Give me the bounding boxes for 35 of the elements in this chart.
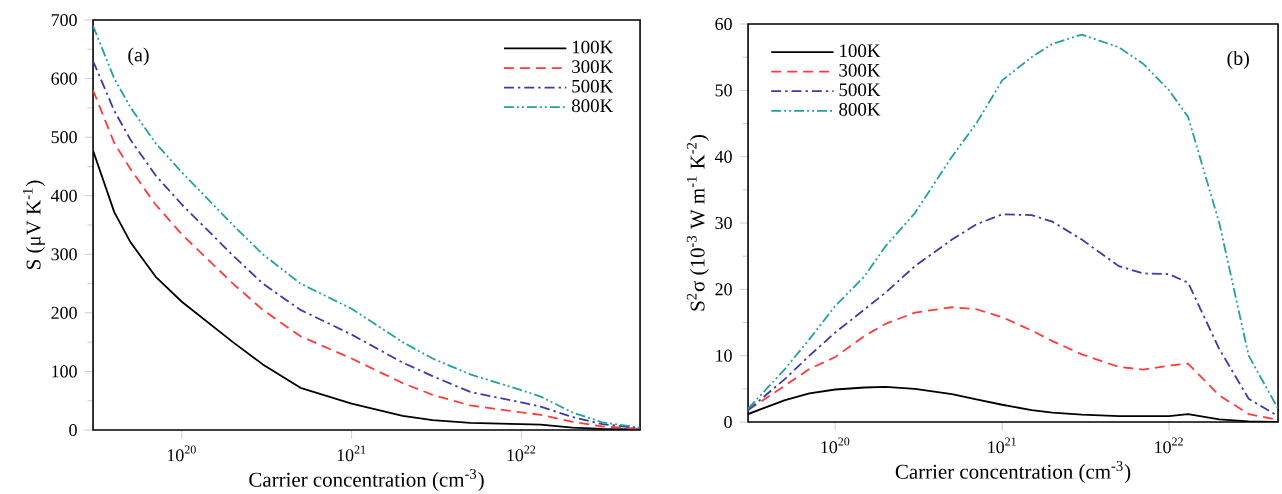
y-axis-title: S (μV K$^{-1}$)	[22, 180, 45, 269]
x-tick-label: 10$^{20}$	[821, 437, 850, 454]
legend-label: 100K	[572, 40, 614, 54]
y-tick-label: 20	[715, 283, 732, 296]
y-tick-label: 600	[51, 72, 77, 85]
legend-label: 300K	[572, 60, 614, 74]
y-tick-label: 700	[51, 13, 77, 27]
y-tick-label: 0	[69, 423, 77, 437]
y-tick-label: 10	[716, 349, 732, 362]
y-tick-label: 400	[50, 189, 77, 202]
x-axis-title: Carrier concentration (cm$^{-3}$)	[249, 468, 484, 492]
y-tick-label: 100	[52, 365, 77, 378]
y-tick-label: 200	[51, 306, 77, 319]
legend-label: 100K	[840, 44, 881, 58]
annotation: (a)	[128, 47, 149, 66]
y-tick-label: 30	[715, 216, 732, 230]
legend-label: 500K	[839, 83, 881, 97]
x-axis-title: Carrier concentration (cm$^{-3}$)	[895, 460, 1131, 484]
legend-label: 500K	[572, 79, 614, 93]
legend-label: 800K	[839, 103, 881, 116]
legend-label: 300K	[839, 63, 881, 77]
y-tick-label: 50	[715, 84, 732, 97]
x-tick-label: 10$^{21}$	[988, 437, 1016, 454]
text: S$^{2}$σ (10$^{-3}$ W m$^{-1}$ K$^{-2}$)	[686, 135, 709, 311]
legend-label: 800K	[571, 99, 614, 113]
y-tick-label: 0	[724, 415, 732, 429]
x-tick-label: 10$^{22}$	[1155, 437, 1183, 454]
y-tick-label: 500	[51, 131, 77, 144]
annotation: (b)	[1227, 50, 1249, 70]
x-tick-label: 10$^{21}$	[337, 445, 366, 462]
y-tick-label: 40	[714, 150, 732, 163]
y-tick-label: 60	[715, 17, 732, 31]
x-tick-label: 10$^{20}$	[167, 445, 196, 462]
x-tick-label: 10$^{22}$	[507, 445, 536, 462]
y-tick-label: 300	[51, 248, 77, 261]
